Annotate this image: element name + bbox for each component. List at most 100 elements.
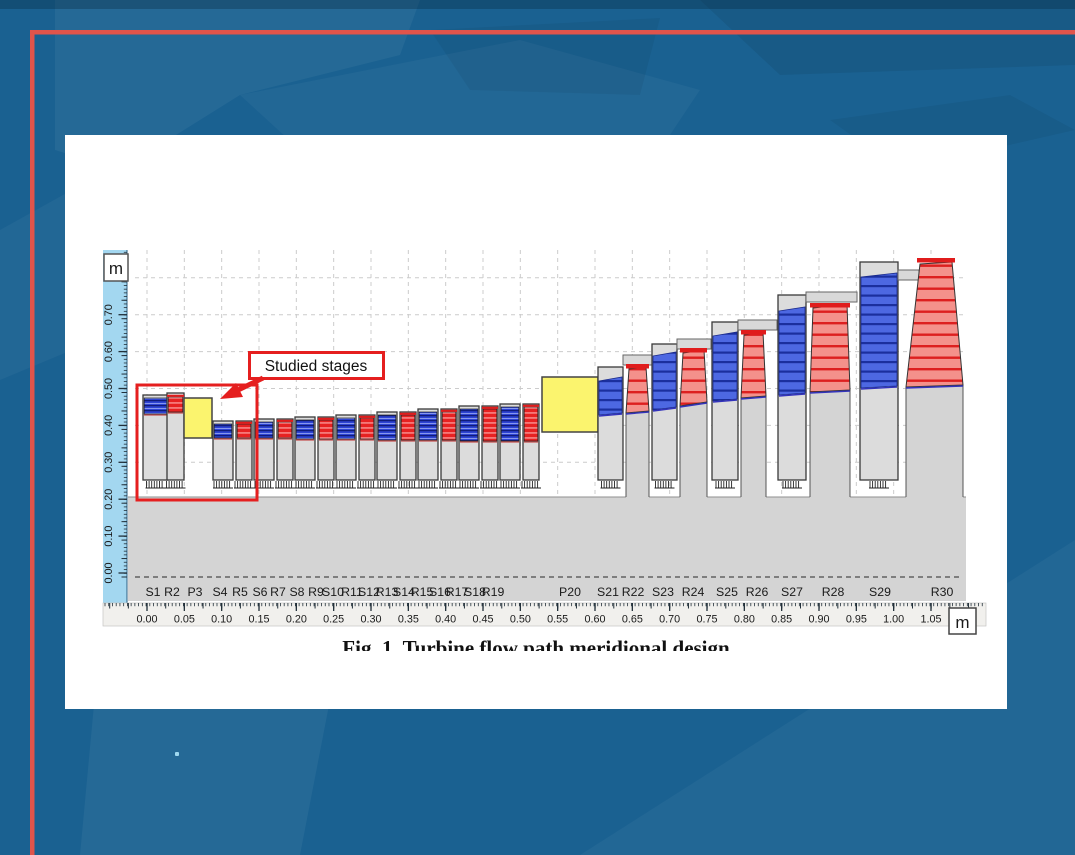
stage-S1 [142,394,169,489]
stage-label-S14: S14 [393,585,415,599]
stage-R22 [622,354,653,501]
studied-stages-annotation: Studied stages [135,351,385,502]
stage-label-R30: R30 [931,585,954,599]
stage-label-S23: S23 [652,585,674,599]
y-axis-unit-box: m [103,253,129,282]
x-tick-label: 1.05 [920,614,941,626]
rulers: 0.00 0.10 0.20 0.30 0.40 0.50 0.60 0.70 0.00 0.05… [102,250,987,627]
x-tick-label: 0.55 [547,614,568,626]
stage-label-S25: S25 [716,585,738,599]
y-tick-label: 0.20 [103,489,115,510]
x-tick-label: 0.70 [659,614,680,626]
stage-label-P20: P20 [559,585,581,599]
stage-S25 [711,321,739,489]
studied-stages-region-box [135,383,259,502]
figure-caption: Fig. 1. Turbine flow path meridional des… [342,636,730,660]
stage-S29 [859,261,899,489]
stage-label-R2: R2 [164,585,180,599]
stage-S23 [651,343,678,489]
x-tick-label: 0.25 [323,614,344,626]
y-tick-label: 0.70 [103,304,115,325]
stage-label-S16: S16 [429,585,451,599]
stage-label-S6: S6 [252,585,267,599]
x-axis-unit: m [955,613,969,632]
x-tick-label: 0.35 [398,614,419,626]
x-tick-label: 0.10 [211,614,232,626]
stage-label-S21: S21 [597,585,619,599]
x-tick-label: 0.00 [136,614,157,626]
x-tick-label: 0.15 [248,614,269,626]
stage-R30 [897,258,964,501]
stage-P20 [541,376,599,433]
stage-S14 [417,408,439,489]
stage-label-S4: S4 [212,585,227,599]
x-tick-label: 0.20 [286,614,307,626]
y-tick-label: 0.60 [103,341,115,362]
stage-S4 [212,420,234,489]
stage-R11 [357,414,377,489]
stage-label-R11: R11 [341,585,363,599]
stage-label-R24: R24 [682,585,705,599]
studied-stages-label: Studied stages [265,358,368,375]
top-dark-strip [0,0,1075,9]
x-tick-label: 0.60 [584,614,605,626]
stage-S21 [597,366,624,489]
stage-label-S1: S1 [145,585,160,599]
stage-S10 [335,414,357,489]
studied-stages-label-box [248,351,385,380]
stage-label-S27: S27 [781,585,803,599]
stage-R13 [398,411,418,489]
x-tick-label: 0.75 [696,614,717,626]
stage-label-R5: R5 [232,585,248,599]
stage-label-R7: R7 [270,585,286,599]
stage-R19 [521,403,541,489]
stage-label-R22: R22 [622,585,645,599]
x-tick-label: 0.80 [734,614,755,626]
stage-S6 [253,418,275,489]
stage-label-S10: S10 [322,585,344,599]
x-tick-label: 1.00 [883,614,904,626]
y-axis-unit: m [109,259,123,278]
stage-labels: S1 R2 P3 S4 R5 S6 R7 S8 R9S10R11S12R13S14R15S16R… [145,585,953,599]
stage-label-R17: R17 [446,585,469,599]
stage-label-R28: R28 [822,585,845,599]
stage-label-S12: S12 [358,585,380,599]
stage-label-S8: S8 [289,585,304,599]
y-tick-label: 0.40 [103,415,115,436]
rotor-hub [128,496,966,601]
stage-label-R9: R9 [308,585,324,599]
stage-R7 [275,418,295,489]
stage-label-P3: P3 [187,585,202,599]
stage-S27 [777,294,807,489]
stage-S8 [294,416,316,489]
annotation-arrow-head [220,383,243,399]
x-tick-label: 0.90 [808,614,829,626]
stage-label-S18: S18 [464,585,486,599]
stage-S16 [458,405,480,489]
x-tick-label: 0.30 [360,614,381,626]
x-tick-label: 0.65 [622,614,643,626]
stage-R15 [439,408,459,489]
stray-dot [175,752,179,756]
y-tick-label: 0.10 [103,526,115,547]
x-tick-label: 0.95 [846,614,867,626]
stage-label-R19: R19 [482,585,505,599]
y-tick-label: 0.50 [103,378,115,399]
stage-R5 [234,420,254,489]
turbine-stages [142,258,964,501]
stage-label-R13: R13 [376,585,399,599]
y-tick-label: 0.00 [103,562,115,583]
stage-label-R26: R26 [746,585,769,599]
x-tick-label: 0.85 [771,614,792,626]
stage-S18 [499,403,521,489]
y-tick-label: 0.30 [103,452,115,473]
stage-R9 [316,416,336,489]
x-tick-label: 0.50 [510,614,531,626]
stage-R28 [805,291,858,501]
stage-R17 [480,405,500,489]
x-tick-label: 0.45 [472,614,493,626]
x-tick-label: 0.05 [174,614,195,626]
stage-S12 [376,411,398,489]
stage-label-S29: S29 [869,585,891,599]
